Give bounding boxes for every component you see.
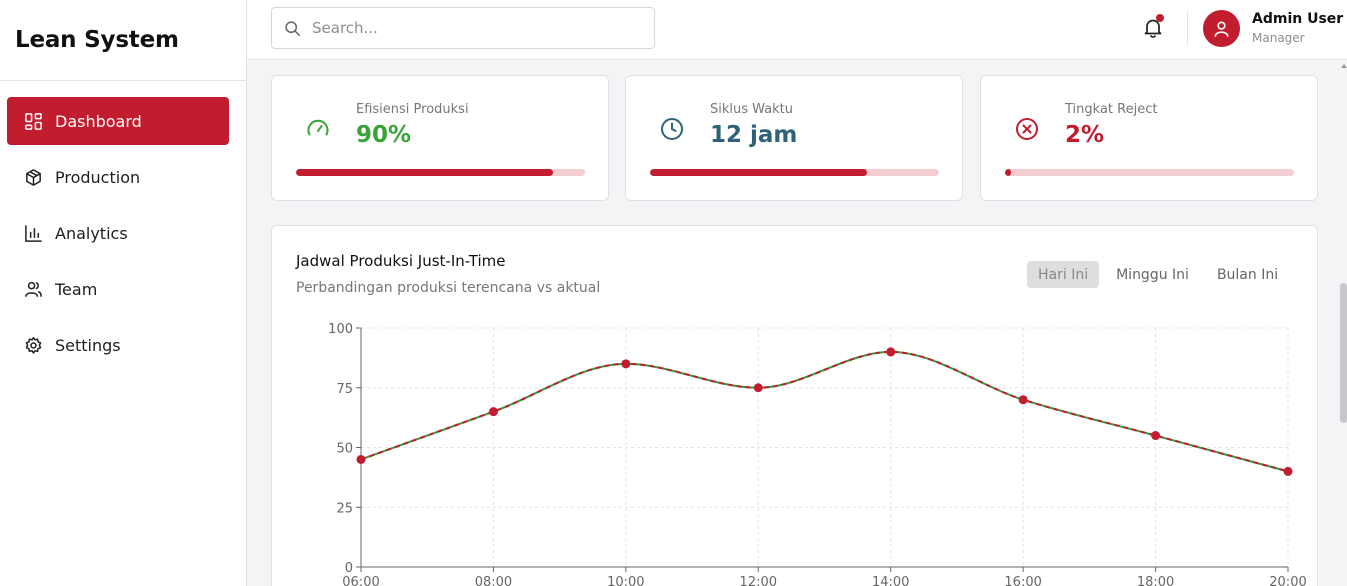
notification-button[interactable] — [1141, 14, 1165, 40]
notification-dot — [1156, 14, 1164, 22]
topbar: Admin User Manager — [247, 0, 1347, 60]
y-tick-label: 0 — [345, 561, 353, 576]
avatar[interactable] — [1203, 10, 1240, 47]
stat-label: Tingkat Reject — [1065, 102, 1158, 117]
box-icon — [23, 167, 43, 187]
x-tick-label: 20:00 — [1269, 575, 1306, 586]
y-tick-label: 75 — [336, 382, 353, 397]
stat-value: 2% — [1065, 122, 1105, 148]
chart-title: Jadwal Produksi Just-In-Time — [296, 252, 506, 270]
sidebar-nav: Dashboard Production Analytics Team Sett… — [0, 81, 246, 369]
stat-card-efficiency: Efisiensi Produksi 90% — [271, 75, 609, 201]
clock-icon — [661, 118, 683, 140]
progress-bar — [650, 169, 939, 176]
sidebar-item-label: Dashboard — [55, 111, 142, 131]
scroll-up-arrow[interactable] — [1341, 64, 1347, 68]
data-point — [1283, 466, 1293, 476]
sidebar-item-dashboard[interactable]: Dashboard — [7, 97, 229, 145]
users-icon — [23, 279, 43, 299]
x-tick-label: 18:00 — [1137, 575, 1174, 586]
search-input[interactable] — [312, 19, 632, 37]
x-tick-label: 10:00 — [607, 575, 644, 586]
tab-today[interactable]: Hari Ini — [1027, 261, 1100, 288]
x-tick-label: 06:00 — [342, 575, 379, 586]
stat-value: 12 jam — [710, 122, 798, 148]
sidebar-item-settings[interactable]: Settings — [7, 321, 229, 369]
data-point — [621, 359, 631, 369]
progress-bar — [1005, 169, 1294, 176]
stat-card-cycle-time: Siklus Waktu 12 jam — [625, 75, 963, 201]
sidebar-item-label: Analytics — [55, 223, 128, 243]
y-tick-label: 25 — [336, 501, 353, 516]
data-point — [356, 454, 366, 464]
progress-bar — [296, 169, 585, 176]
data-point — [1018, 395, 1028, 405]
gauge-icon — [307, 119, 329, 136]
bell-icon — [1144, 19, 1162, 38]
sidebar-item-label: Production — [55, 167, 141, 187]
stat-label: Siklus Waktu — [710, 102, 794, 117]
data-point — [886, 347, 896, 357]
scrollbar-thumb[interactable] — [1340, 283, 1347, 423]
sidebar-item-label: Team — [55, 279, 98, 299]
sidebar-item-production[interactable]: Production — [7, 153, 229, 201]
stat-value: 90% — [356, 122, 412, 148]
gear-icon — [23, 335, 43, 355]
sidebar-item-team[interactable]: Team — [7, 265, 229, 313]
progress-fill — [296, 169, 554, 176]
dashboard-icon — [23, 111, 43, 131]
chart-subtitle: Perbandingan produksi terencana vs aktua… — [296, 280, 601, 296]
x-tick-label: 12:00 — [740, 575, 777, 586]
sidebar: Lean System Dashboard Production Analyti… — [0, 0, 247, 586]
line-chart: 0 25 50 75 100 06:00 08:00 10:00 12:00 14:00 16:00… — [328, 322, 1307, 586]
series-line-1 — [360, 350, 1289, 473]
user-icon — [1214, 21, 1229, 37]
user-name: Admin User — [1252, 11, 1344, 27]
data-point — [753, 383, 763, 393]
brand-logo: Lean System — [0, 0, 246, 81]
data-point — [1151, 431, 1161, 441]
x-tick-label: 14:00 — [872, 575, 909, 586]
stat-label: Efisiensi Produksi — [356, 102, 469, 117]
bar-chart-icon — [23, 223, 43, 243]
search-box[interactable] — [271, 7, 655, 49]
sidebar-item-label: Settings — [55, 335, 121, 355]
period-tabs: Hari Ini Minggu Ini Bulan Ini — [1027, 261, 1295, 288]
x-circle-icon — [1016, 118, 1038, 140]
y-tick-label: 100 — [328, 322, 353, 337]
topbar-divider — [1187, 12, 1188, 46]
x-tick-label: 08:00 — [475, 575, 512, 586]
progress-fill — [1005, 169, 1011, 176]
production-chart-card: Jadwal Produksi Just-In-Time Perbandinga… — [271, 225, 1318, 586]
tab-this-week[interactable]: Minggu Ini — [1116, 266, 1189, 283]
sidebar-item-analytics[interactable]: Analytics — [7, 209, 229, 257]
tab-this-month[interactable]: Bulan Ini — [1216, 266, 1279, 283]
stat-card-reject-rate: Tingkat Reject 2% — [980, 75, 1318, 201]
user-role: Manager — [1252, 31, 1305, 45]
y-tick-label: 50 — [336, 442, 353, 457]
data-point — [488, 407, 498, 417]
x-tick-label: 16:00 — [1004, 575, 1041, 586]
search-icon — [285, 20, 301, 36]
progress-fill — [650, 169, 867, 176]
